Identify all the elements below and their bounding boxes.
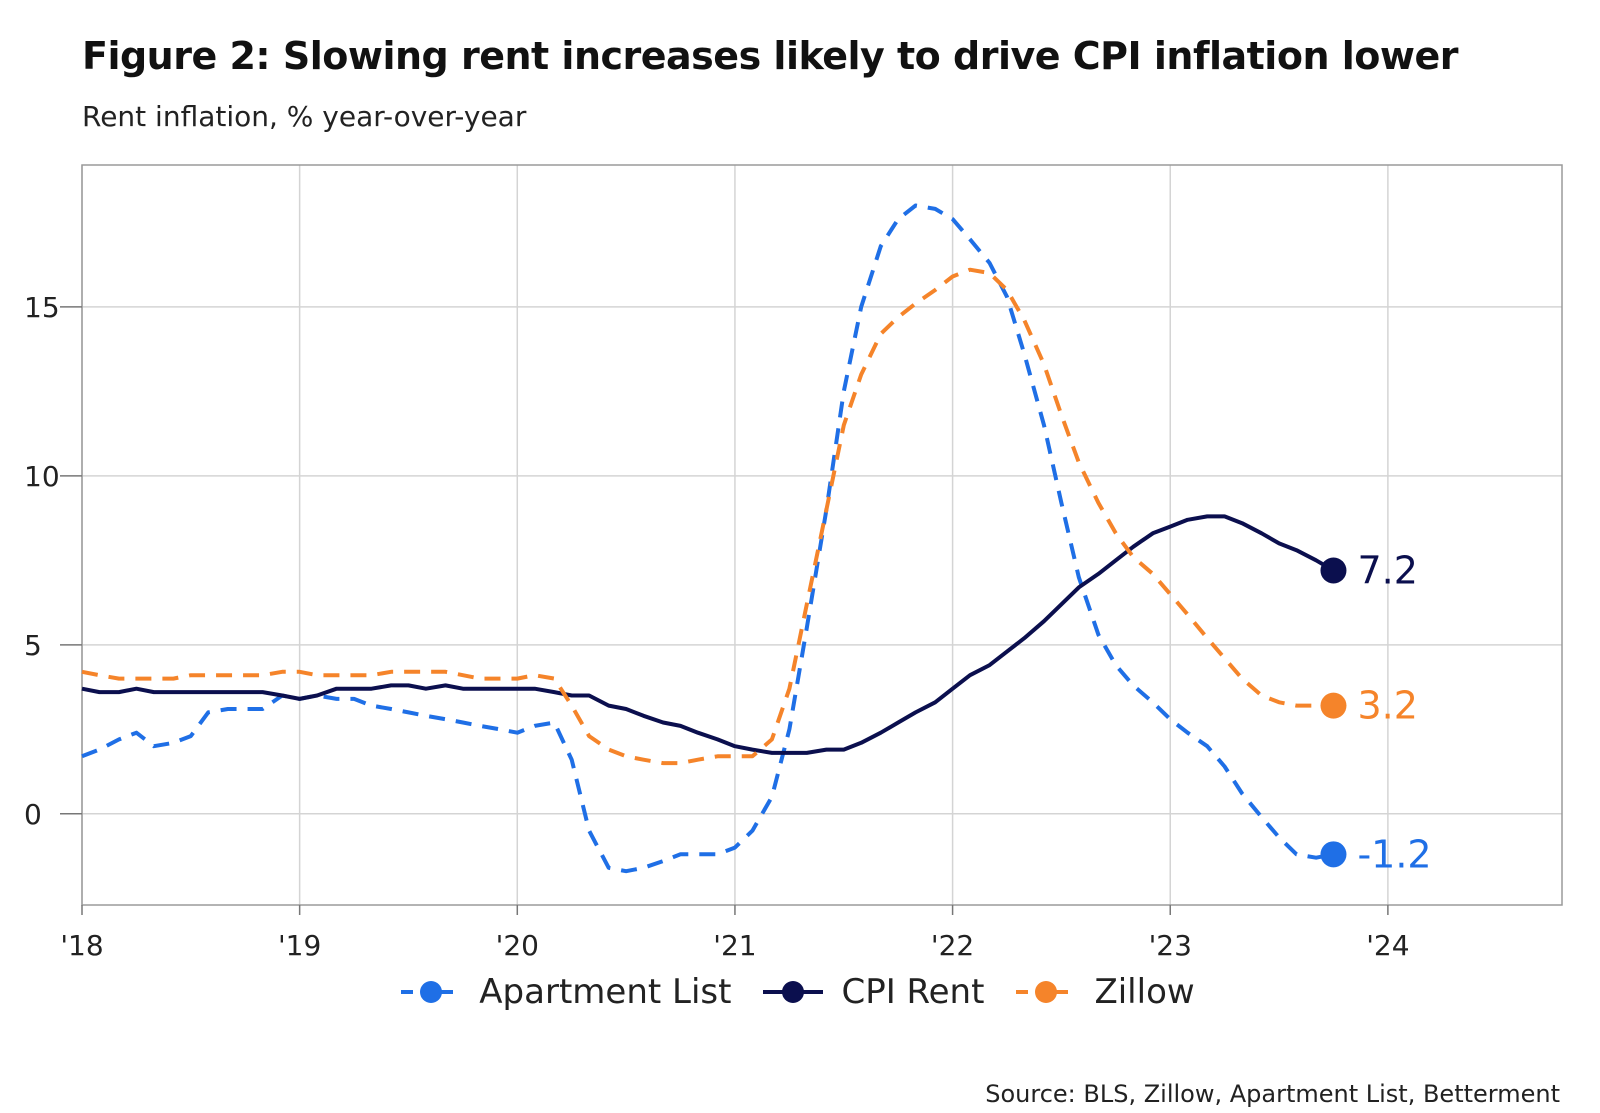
end-marker-layer: -1.2 7.2 3.2 [1320, 548, 1432, 876]
series-line-cpi-rent [81, 514, 1335, 755]
axis-layer: '18 '19 '20 '21 '22 '23 '24 0 5 10 15 [24, 291, 1410, 960]
legend-swatch-apartment-list [401, 981, 462, 1003]
y-tick-label-10: 10 [24, 460, 60, 493]
legend-label-apartment-list: Apartment List [479, 972, 732, 1012]
legend-swatch-cpi-rent [763, 981, 824, 1003]
x-tick-label-24: '24 [1366, 929, 1409, 960]
chart-title: Figure 2: Slowing rent increases likely … [82, 34, 1458, 78]
series-layer [81, 203, 1335, 874]
source-note: Source: BLS, Zillow, Apartment List, Bet… [985, 1080, 1560, 1108]
chart-subtitle: Rent inflation, % year-over-year [82, 100, 527, 133]
legend-item-cpi-rent: CPI Rent [761, 972, 990, 1012]
x-tick-label-18: '18 [60, 929, 103, 960]
end-marker-apartment-list [1320, 841, 1347, 868]
series-line-apartment-list [81, 203, 1334, 874]
end-marker-zillow [1320, 692, 1347, 719]
x-tick-label-19: '19 [278, 929, 321, 960]
legend-item-apartment-list: Apartment List [399, 972, 737, 1012]
grid-layer [81, 165, 1562, 905]
x-tick-label-20: '20 [496, 929, 539, 960]
end-label-cpi-rent: 7.2 [1357, 548, 1417, 592]
plot-frame [81, 164, 1563, 906]
end-marker-cpi-rent [1320, 557, 1347, 584]
x-tick-label-23: '23 [1149, 929, 1192, 960]
chart-legend: Apartment List CPI Rent Zillow [0, 962, 1600, 1022]
legend-label-cpi-rent: CPI Rent [841, 972, 985, 1012]
end-label-apartment-list: -1.2 [1357, 832, 1431, 876]
y-tick-label-15: 15 [24, 291, 60, 324]
line-chart: '18 '19 '20 '21 '22 '23 '24 0 5 10 15 -1.2 7.2 3.2 [24, 164, 1563, 960]
legend-swatch-zillow [1016, 981, 1077, 1003]
y-tick-label-0: 0 [24, 798, 42, 831]
series-line-zillow [81, 267, 1334, 766]
end-label-zillow: 3.2 [1357, 684, 1417, 728]
y-tick-label-5: 5 [24, 629, 42, 662]
x-tick-label-21: '21 [713, 929, 756, 960]
x-tick-label-22: '22 [931, 929, 974, 960]
legend-item-zillow: Zillow [1014, 972, 1200, 1012]
legend-label-zillow: Zillow [1094, 972, 1195, 1012]
